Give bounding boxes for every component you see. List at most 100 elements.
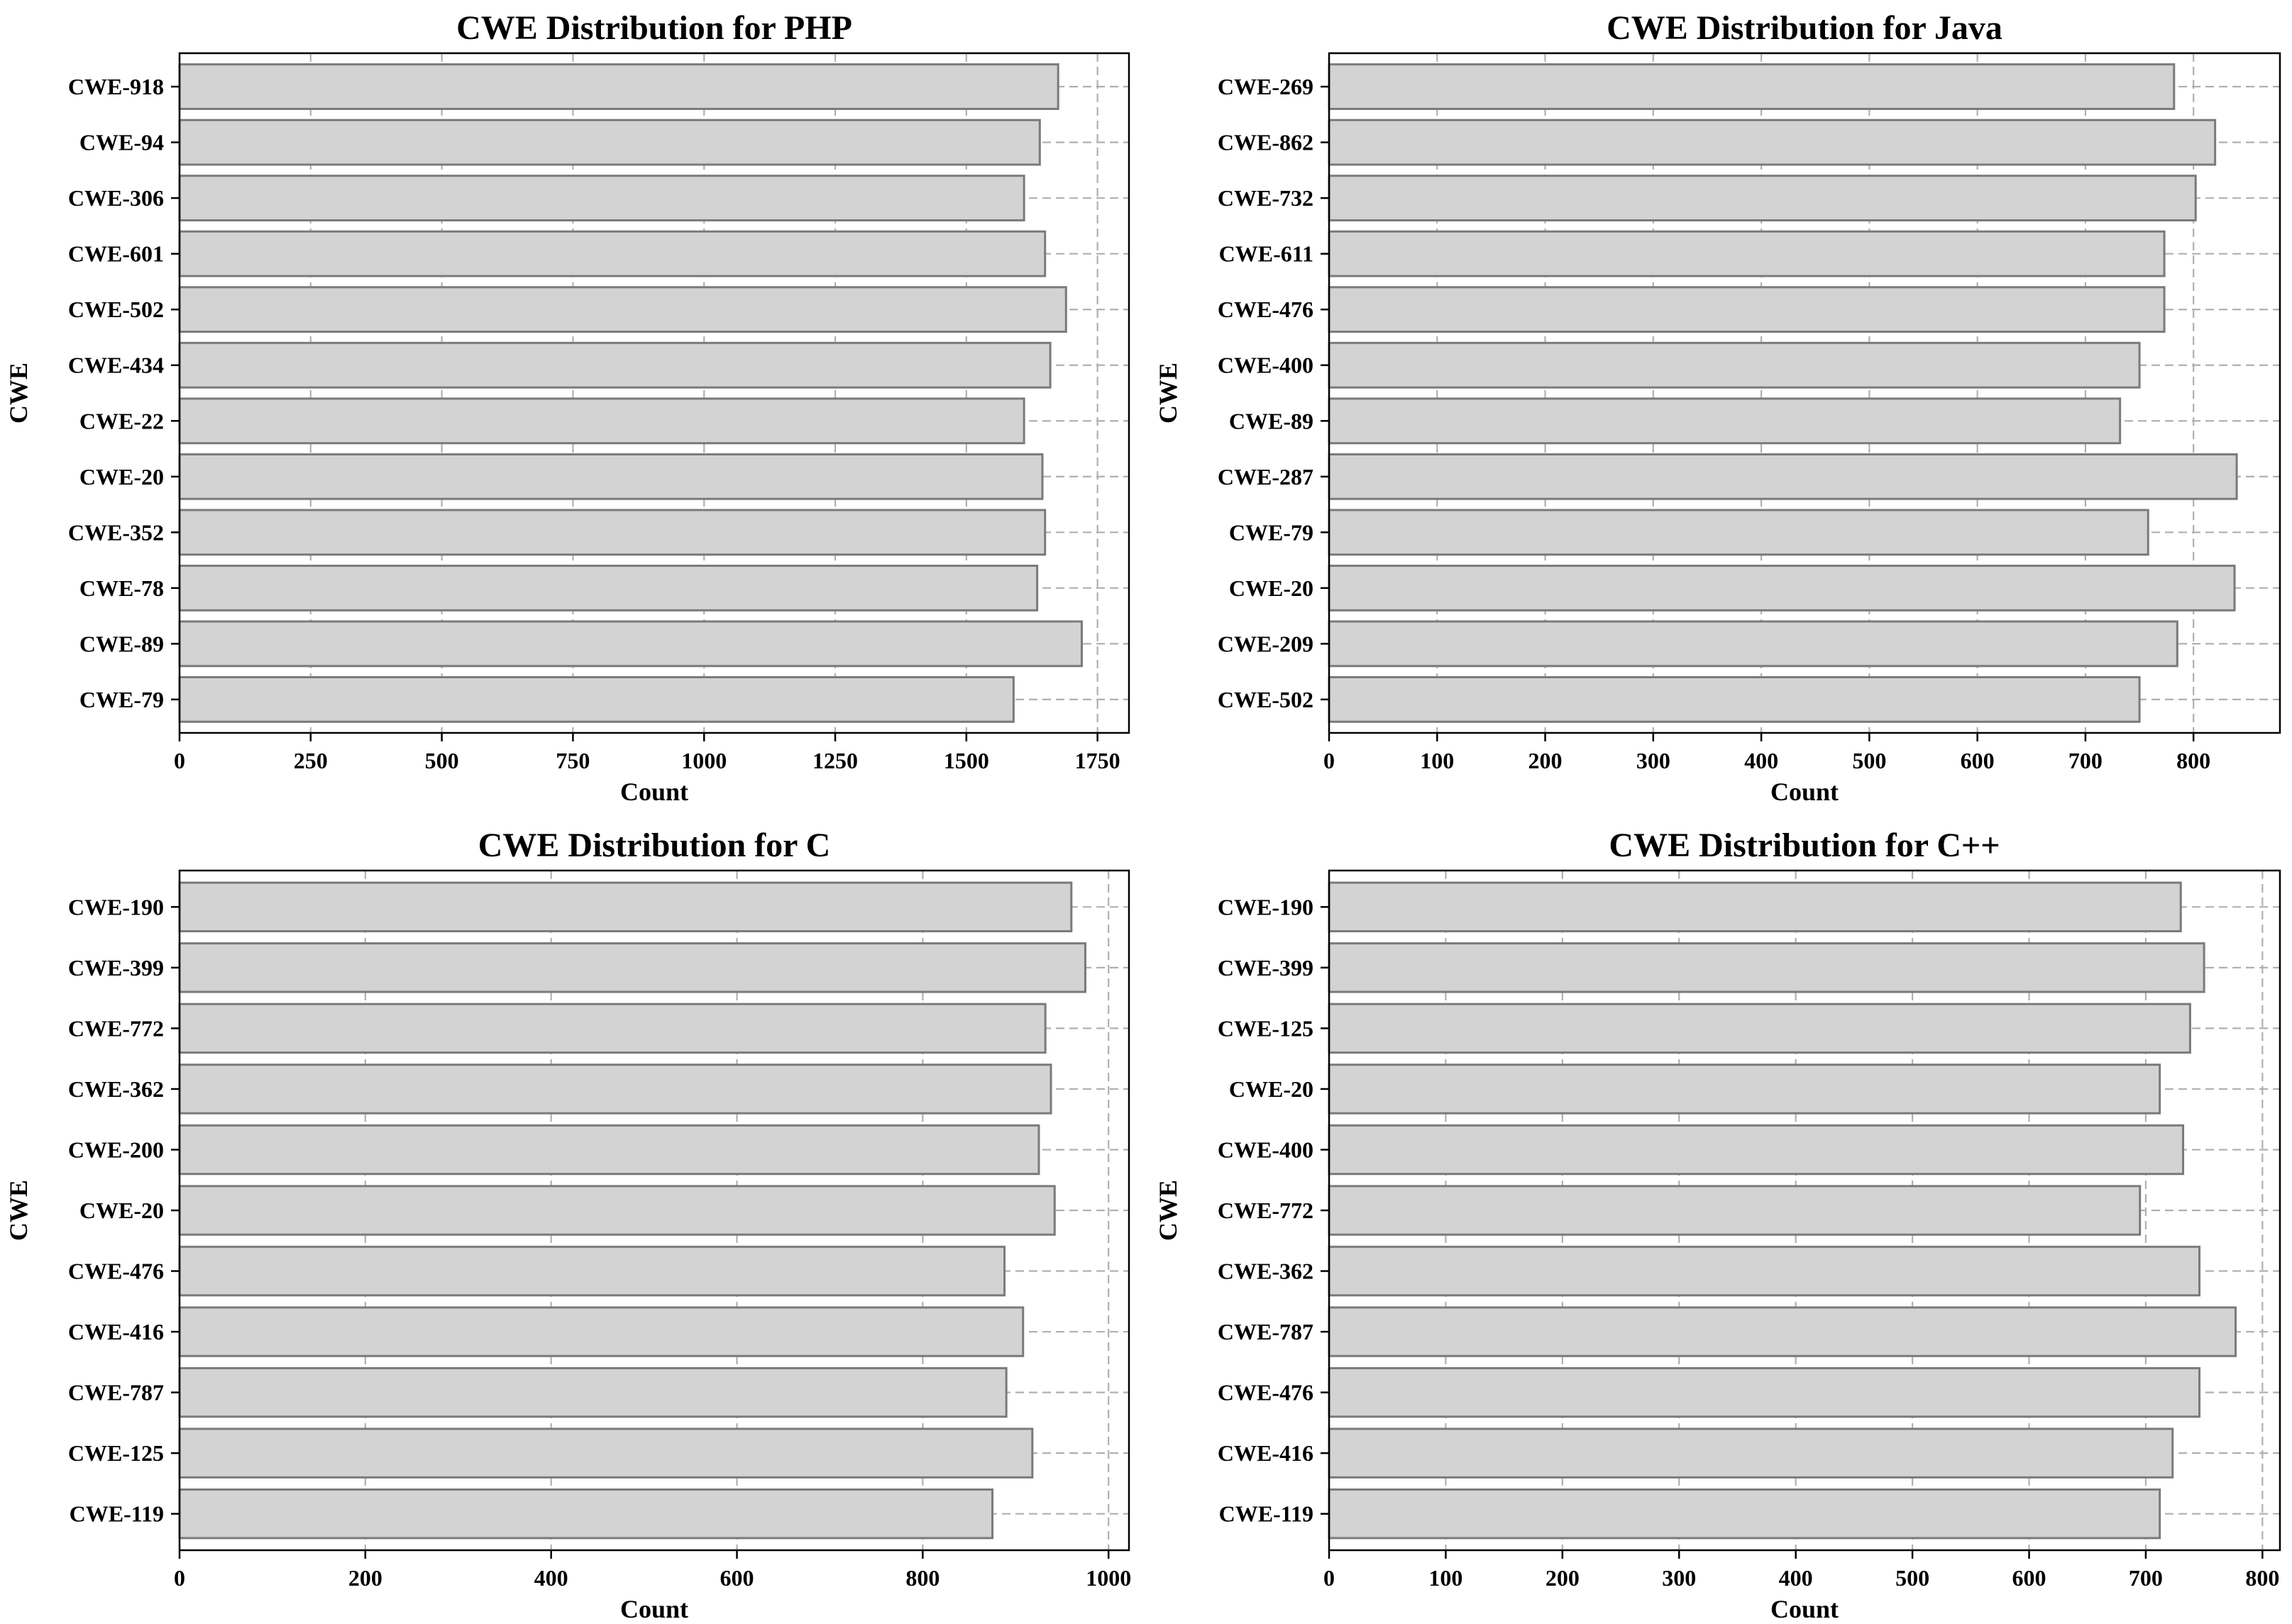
y-tick-label: CWE-362 (68, 1076, 164, 1102)
bar (178, 118, 1041, 166)
x-tick-label: 0 (174, 748, 185, 773)
x-tick-label: 500 (1852, 748, 1886, 773)
y-tick-label: CWE-287 (1218, 464, 1313, 490)
y-axis-label: CWE (1154, 363, 1182, 424)
x-tick-label: 600 (1961, 748, 1995, 773)
plot-frame (178, 52, 1130, 734)
y-tick-label: CWE-862 (1218, 130, 1313, 155)
plot-frame (178, 869, 1130, 1552)
bar (178, 881, 1073, 933)
y-tick-label: CWE-89 (1229, 408, 1313, 433)
y-tick-label: CWE-399 (1218, 955, 1313, 981)
bar (178, 1488, 994, 1540)
bar (1328, 1064, 2161, 1115)
x-tick-label: 0 (1323, 1565, 1335, 1591)
bar (1328, 341, 2141, 389)
bar (178, 286, 1067, 333)
bar (1328, 286, 2166, 333)
x-tick-label: 500 (1895, 1565, 1929, 1591)
bar (178, 942, 1086, 993)
y-tick-label: CWE-125 (1218, 1015, 1313, 1041)
bar (1328, 509, 2149, 556)
chart-panel-1: 0 100 200 300 400 500 600 700 800 CWE-269 CWE-862 C… (1154, 9, 2281, 806)
y-tick-label: CWE-416 (1218, 1440, 1313, 1466)
x-tick-label: 0 (174, 1565, 185, 1591)
x-tick-label: 200 (1528, 748, 1563, 773)
x-tick-label: 0 (1323, 748, 1335, 773)
bar (178, 1064, 1052, 1115)
y-tick-label: CWE-20 (79, 1198, 164, 1223)
y-tick-label: CWE-22 (79, 408, 164, 433)
y-tick-label: CWE-306 (68, 185, 164, 211)
plot-frame (1328, 52, 2281, 734)
x-tick-label: 600 (720, 1565, 754, 1591)
y-tick-label: CWE-20 (1229, 1076, 1313, 1102)
x-tick-label: 200 (348, 1565, 382, 1591)
bar (1328, 1245, 2201, 1297)
y-tick-label: CWE-400 (1218, 353, 1313, 378)
x-axis-label: Count (1770, 778, 1839, 806)
y-axis-label: CWE (1154, 1180, 1182, 1241)
x-axis-label: Count (620, 778, 688, 806)
y-tick-label: CWE-362 (1218, 1259, 1313, 1284)
bar (1328, 1488, 2161, 1540)
y-tick-label: CWE-476 (1218, 297, 1313, 322)
bar (178, 1002, 1047, 1054)
y-tick-label: CWE-125 (68, 1440, 164, 1466)
bar (178, 1245, 1006, 1297)
y-tick-label: CWE-20 (1229, 575, 1313, 601)
y-tick-label: CWE-476 (68, 1259, 164, 1284)
x-tick-label: 800 (2245, 1565, 2279, 1591)
x-tick-label: 400 (534, 1565, 568, 1591)
y-axis-label: CWE (4, 363, 33, 424)
y-tick-label: CWE-269 (1218, 74, 1313, 99)
x-axis-label: Count (620, 1595, 688, 1623)
y-tick-label: CWE-772 (68, 1015, 164, 1041)
bar (178, 397, 1025, 445)
bar (178, 453, 1044, 500)
y-axis-label: CWE (4, 1180, 33, 1241)
x-tick-label: 400 (1779, 1565, 1813, 1591)
chart-panel-3: 0 100 200 300 400 500 600 700 800 CWE-190 CWE-399 C… (1154, 827, 2281, 1623)
y-tick-label: CWE-416 (68, 1319, 164, 1344)
chart-title: CWE Distribution for PHP (456, 9, 852, 47)
y-tick-label: CWE-502 (68, 297, 164, 322)
x-tick-label: 1000 (681, 748, 727, 773)
bar (1328, 118, 2217, 166)
bar (1328, 230, 2166, 277)
y-tick-label: CWE-772 (1218, 1198, 1313, 1223)
y-tick-label: CWE-89 (79, 631, 164, 656)
y-tick-label: CWE-209 (1218, 631, 1313, 656)
bar (1328, 1185, 2142, 1236)
chart-title: CWE Distribution for Java (1607, 9, 2002, 47)
bar (1328, 881, 2182, 933)
x-tick-label: 800 (905, 1565, 940, 1591)
bar (1328, 63, 2176, 111)
x-tick-label: 1500 (944, 748, 989, 773)
y-tick-label: CWE-190 (68, 894, 164, 919)
x-tick-label: 700 (2068, 748, 2103, 773)
plot-frame (1328, 869, 2281, 1552)
bar (1328, 1124, 2185, 1176)
bar (1328, 942, 2205, 993)
bar (178, 620, 1083, 668)
y-tick-label: CWE-400 (1218, 1137, 1313, 1162)
y-tick-label: CWE-119 (70, 1501, 164, 1527)
x-tick-label: 400 (1744, 748, 1778, 773)
bar (1328, 620, 2178, 668)
x-tick-label: 1750 (1075, 748, 1120, 773)
bar (1328, 453, 2238, 500)
y-tick-label: CWE-732 (1218, 185, 1313, 211)
bar (1328, 1306, 2237, 1357)
y-tick-label: CWE-918 (68, 74, 164, 99)
y-tick-label: CWE-79 (1229, 519, 1313, 545)
y-tick-label: CWE-20 (79, 464, 164, 490)
x-tick-label: 800 (2176, 748, 2210, 773)
x-tick-label: 300 (1636, 748, 1670, 773)
bar (1328, 175, 2197, 222)
bar (178, 1306, 1025, 1357)
y-tick-label: CWE-611 (1219, 241, 1313, 267)
bar (178, 1185, 1056, 1236)
x-tick-label: 750 (556, 748, 590, 773)
